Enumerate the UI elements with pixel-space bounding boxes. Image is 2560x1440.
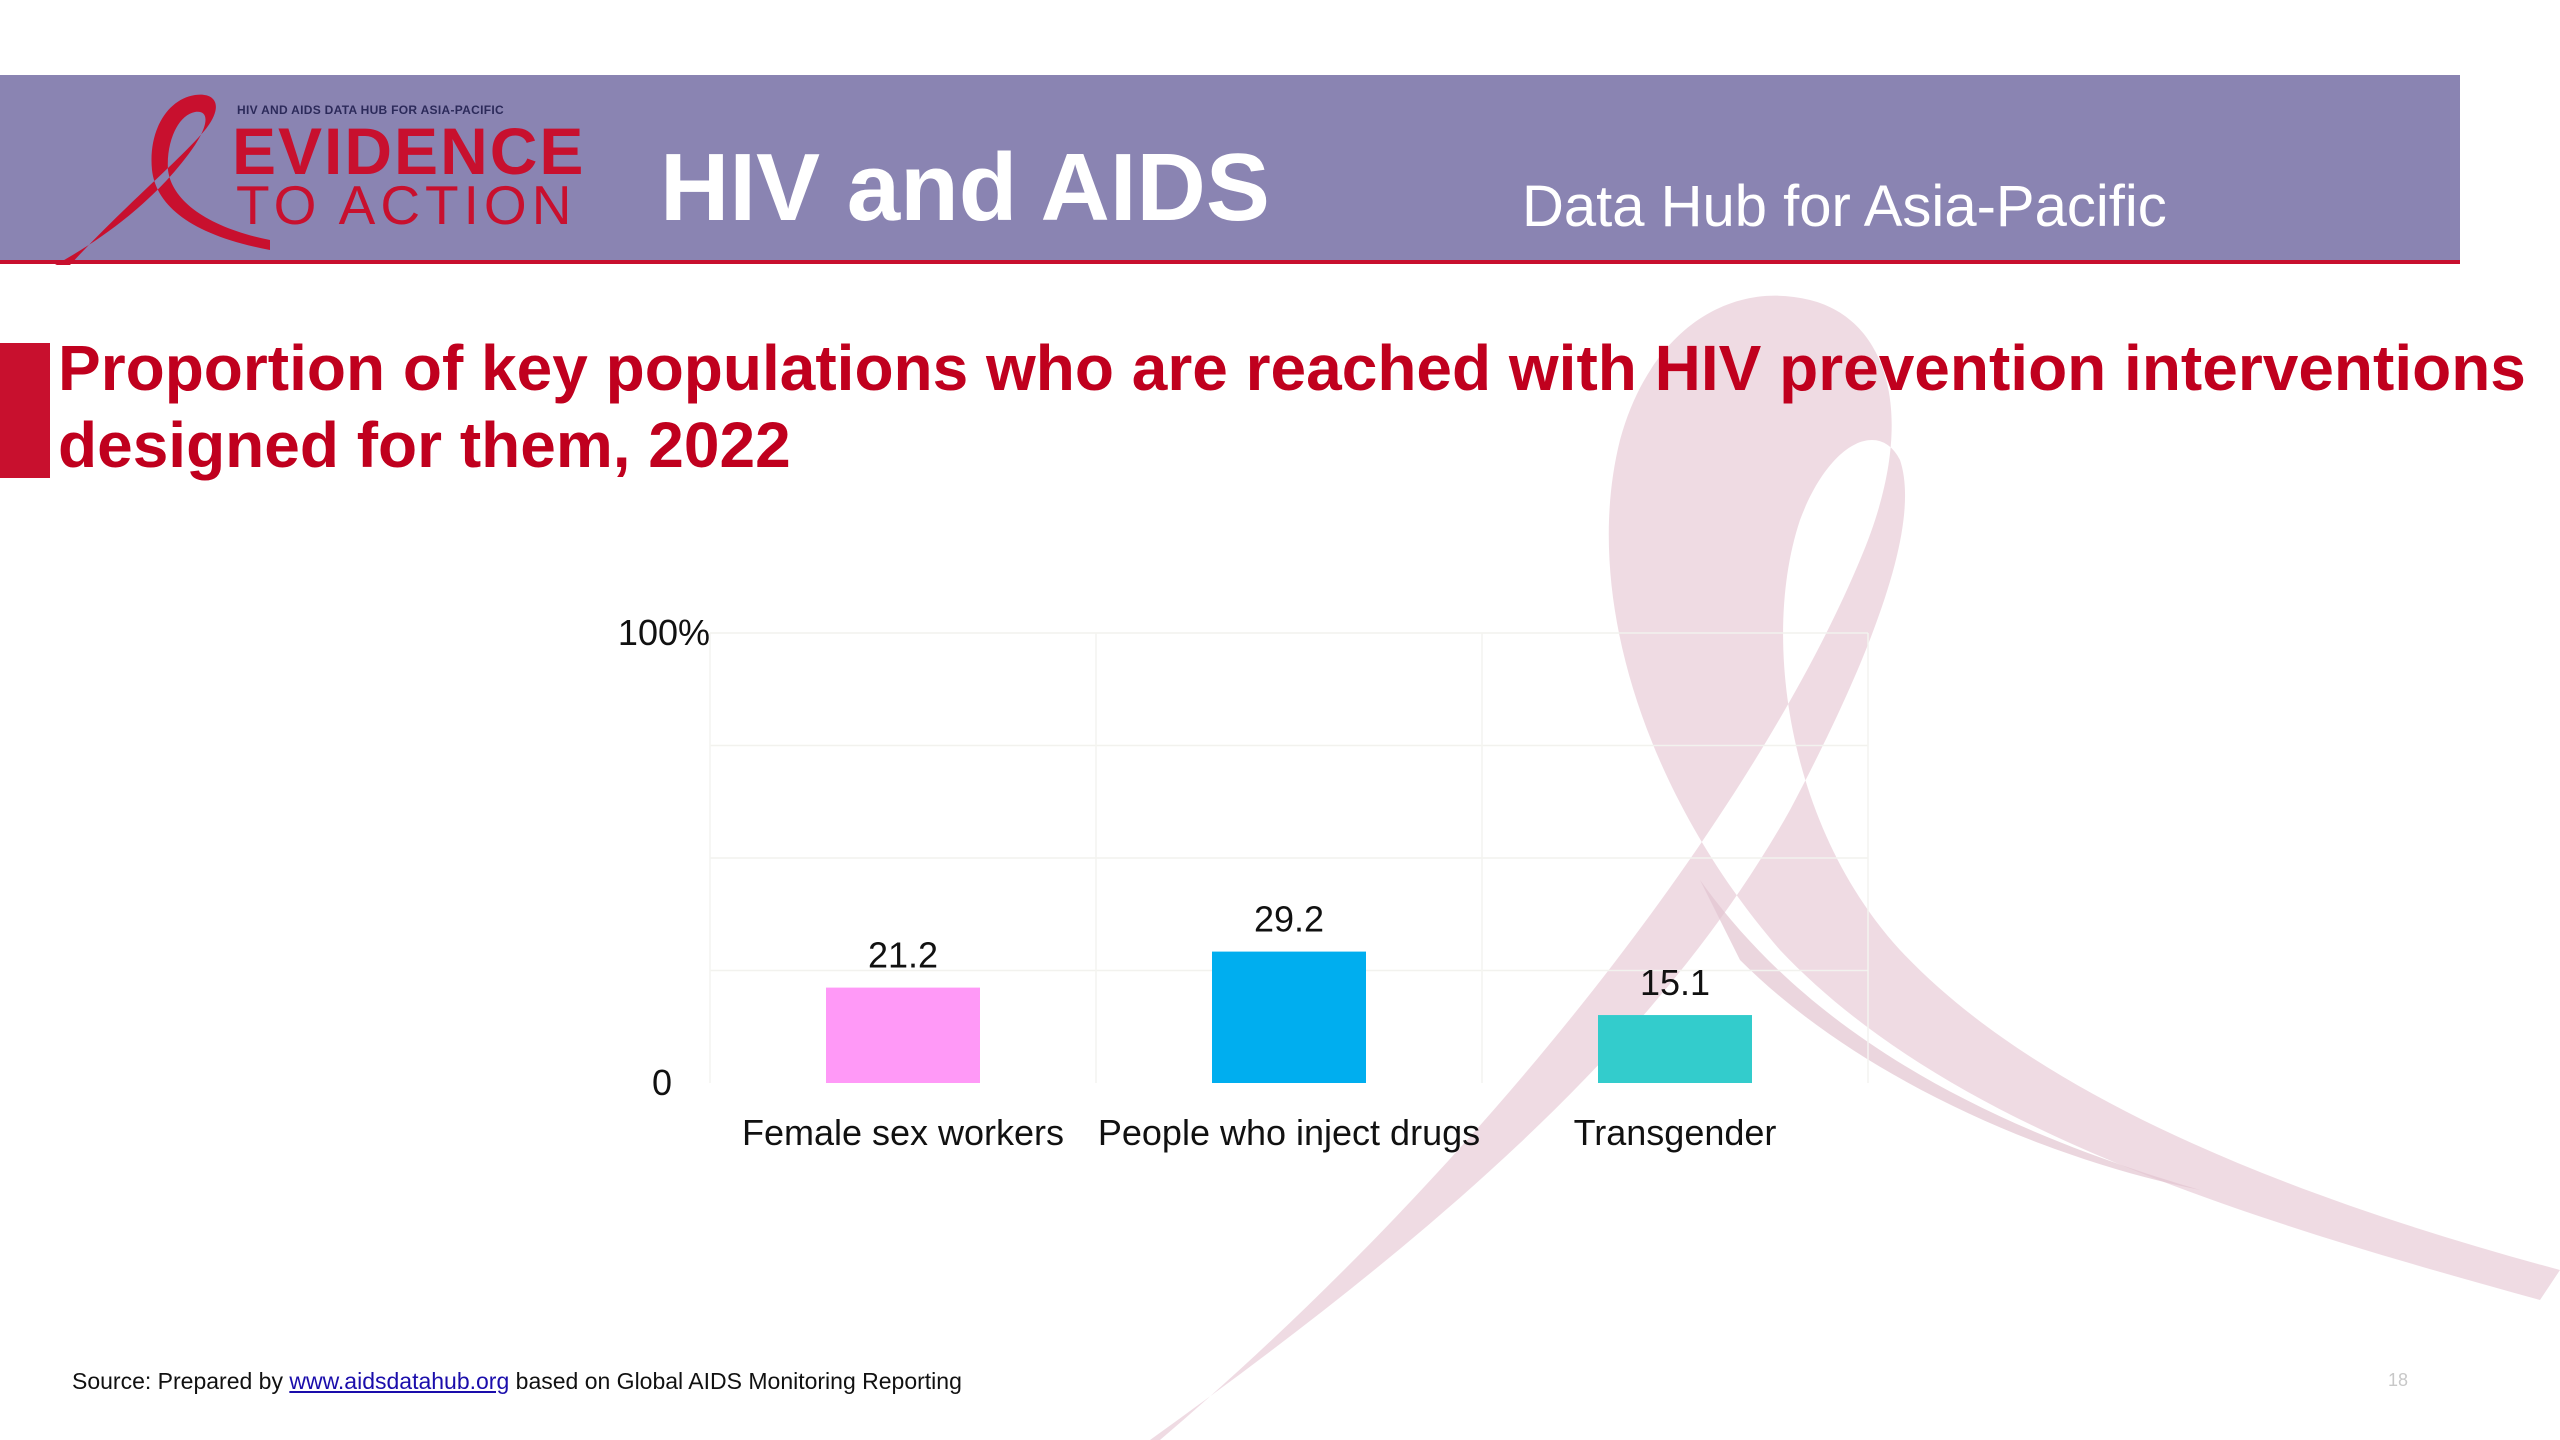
- title-accent-bar: [0, 343, 50, 478]
- source-note: Source: Prepared by www.aidsdatahub.org …: [72, 1368, 962, 1395]
- slide-title: Proportion of key populations who are re…: [58, 330, 2538, 484]
- logo-tagline: HIV AND AIDS DATA HUB FOR ASIA-PACIFIC: [237, 103, 504, 117]
- header-title: HIV and AIDS: [660, 134, 1270, 241]
- header-subtitle: Data Hub for Asia-Pacific: [1522, 174, 2167, 239]
- logo-evidence-text: EVIDENCE: [232, 114, 586, 188]
- source-link[interactable]: www.aidsdatahub.org: [289, 1368, 510, 1394]
- slide-title-line-2: designed for them, 2022: [58, 409, 791, 481]
- ribbon-watermark-shape: [1150, 295, 2560, 1440]
- x-tick-label: Female sex workers: [742, 1112, 1064, 1153]
- slide-title-line-1: Proportion of key populations who are re…: [58, 332, 2526, 404]
- red-ribbon-logo-icon: [55, 94, 270, 265]
- source-suffix: based on Global AIDS Monitoring Reportin…: [509, 1368, 962, 1394]
- logo-ribbon-shape: [55, 94, 270, 265]
- data-label: 15.1: [1640, 962, 1710, 1003]
- x-tick-label: People who inject drugs: [1098, 1112, 1480, 1153]
- x-tick-label: Transgender: [1574, 1112, 1777, 1153]
- logo-to-action-text: TO ACTION: [236, 174, 577, 236]
- bar: [1598, 1015, 1752, 1083]
- page-number: 18: [2388, 1370, 2409, 1390]
- header-band: [0, 75, 2460, 264]
- bar: [1212, 951, 1366, 1083]
- data-label: 29.2: [1254, 899, 1324, 940]
- source-prefix: Source: Prepared by: [72, 1368, 290, 1394]
- data-label: 21.2: [868, 935, 938, 976]
- y-tick-label: 0: [652, 1062, 672, 1103]
- y-tick-label: 100%: [618, 612, 710, 653]
- bar: [826, 987, 980, 1083]
